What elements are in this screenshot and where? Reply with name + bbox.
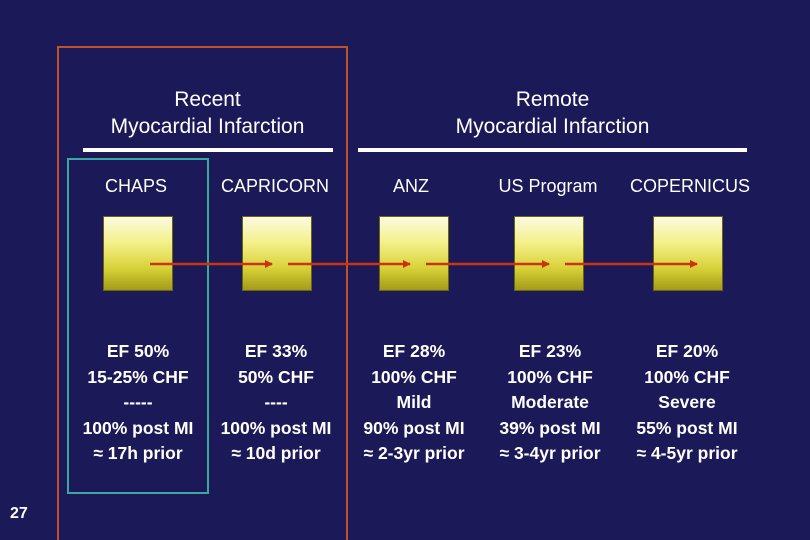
stat-prior: ≈ 17h prior bbox=[93, 443, 183, 463]
stat-ef: EF 20% bbox=[655, 341, 719, 361]
stat-ef: EF 28% bbox=[382, 341, 446, 361]
stat-chf: 100% CHF bbox=[507, 366, 593, 387]
stat-prior: ≈ 10d prior bbox=[231, 443, 321, 463]
trial-box-capricorn bbox=[242, 216, 312, 291]
stat-ef: EF 33% bbox=[244, 341, 308, 361]
stat-chf: 100% CHF bbox=[371, 366, 457, 387]
remote-mi-title: Remote Myocardial Infarction bbox=[420, 86, 685, 140]
recent-mi-underline bbox=[83, 148, 333, 152]
stat-ef: EF 50% bbox=[106, 341, 170, 361]
recent-mi-title: Recent Myocardial Infarction bbox=[80, 86, 335, 140]
chaps-frame bbox=[67, 158, 209, 494]
remote-title-line1: Remote bbox=[515, 88, 590, 111]
trial-box-anz bbox=[379, 216, 449, 291]
stat-severity: ----- bbox=[123, 392, 153, 412]
trial-name-copernicus: COPERNICUS bbox=[629, 176, 750, 196]
stat-prior: ≈ 3-4yr prior bbox=[499, 443, 601, 463]
trial-box-copernicus bbox=[653, 216, 723, 291]
stat-post-mi: 100% post MI bbox=[82, 417, 194, 438]
trial-stats-chaps: EF 50% 15-25% CHF ----- 100% post MI ≈ 1… bbox=[63, 339, 213, 467]
stat-chf: 100% CHF bbox=[644, 366, 730, 387]
page-number: 27 bbox=[10, 505, 28, 522]
stat-post-mi: 55% post MI bbox=[636, 417, 738, 438]
stat-post-mi: 39% post MI bbox=[499, 417, 601, 438]
trial-name-chaps: CHAPS bbox=[104, 176, 167, 196]
stat-severity: Severe bbox=[658, 392, 716, 412]
trial-stats-copernicus: EF 20% 100% CHF Severe 55% post MI ≈ 4-5… bbox=[612, 339, 762, 467]
recent-title-line1: Recent bbox=[174, 88, 241, 111]
trial-stats-us-program: EF 23% 100% CHF Moderate 39% post MI ≈ 3… bbox=[475, 339, 625, 467]
stat-chf: 15-25% CHF bbox=[87, 366, 189, 387]
trial-box-us-program bbox=[514, 216, 584, 291]
recent-title-line2: Myocardial Infarction bbox=[110, 115, 305, 138]
trial-box-chaps bbox=[103, 216, 173, 291]
stat-prior: ≈ 2-3yr prior bbox=[363, 443, 465, 463]
stat-severity: ---- bbox=[264, 392, 288, 412]
stat-severity: Mild bbox=[396, 392, 432, 412]
trial-stats-capricorn: EF 33% 50% CHF ---- 100% post MI ≈ 10d p… bbox=[201, 339, 351, 467]
remote-mi-underline bbox=[358, 148, 747, 152]
remote-title-line2: Myocardial Infarction bbox=[455, 115, 650, 138]
stat-chf: 50% CHF bbox=[238, 366, 314, 387]
stat-severity: Moderate bbox=[511, 392, 589, 412]
trial-name-us-program: US Program bbox=[498, 176, 598, 196]
trial-name-capricorn: CAPRICORN bbox=[220, 176, 329, 196]
stat-post-mi: 100% post MI bbox=[220, 417, 332, 438]
stat-post-mi: 90% post MI bbox=[363, 417, 465, 438]
stat-prior: ≈ 4-5yr prior bbox=[636, 443, 738, 463]
trial-stats-anz: EF 28% 100% CHF Mild 90% post MI ≈ 2-3yr… bbox=[339, 339, 489, 467]
recent-mi-frame bbox=[57, 46, 348, 540]
stat-ef: EF 23% bbox=[518, 341, 582, 361]
trial-name-anz: ANZ bbox=[393, 176, 429, 196]
